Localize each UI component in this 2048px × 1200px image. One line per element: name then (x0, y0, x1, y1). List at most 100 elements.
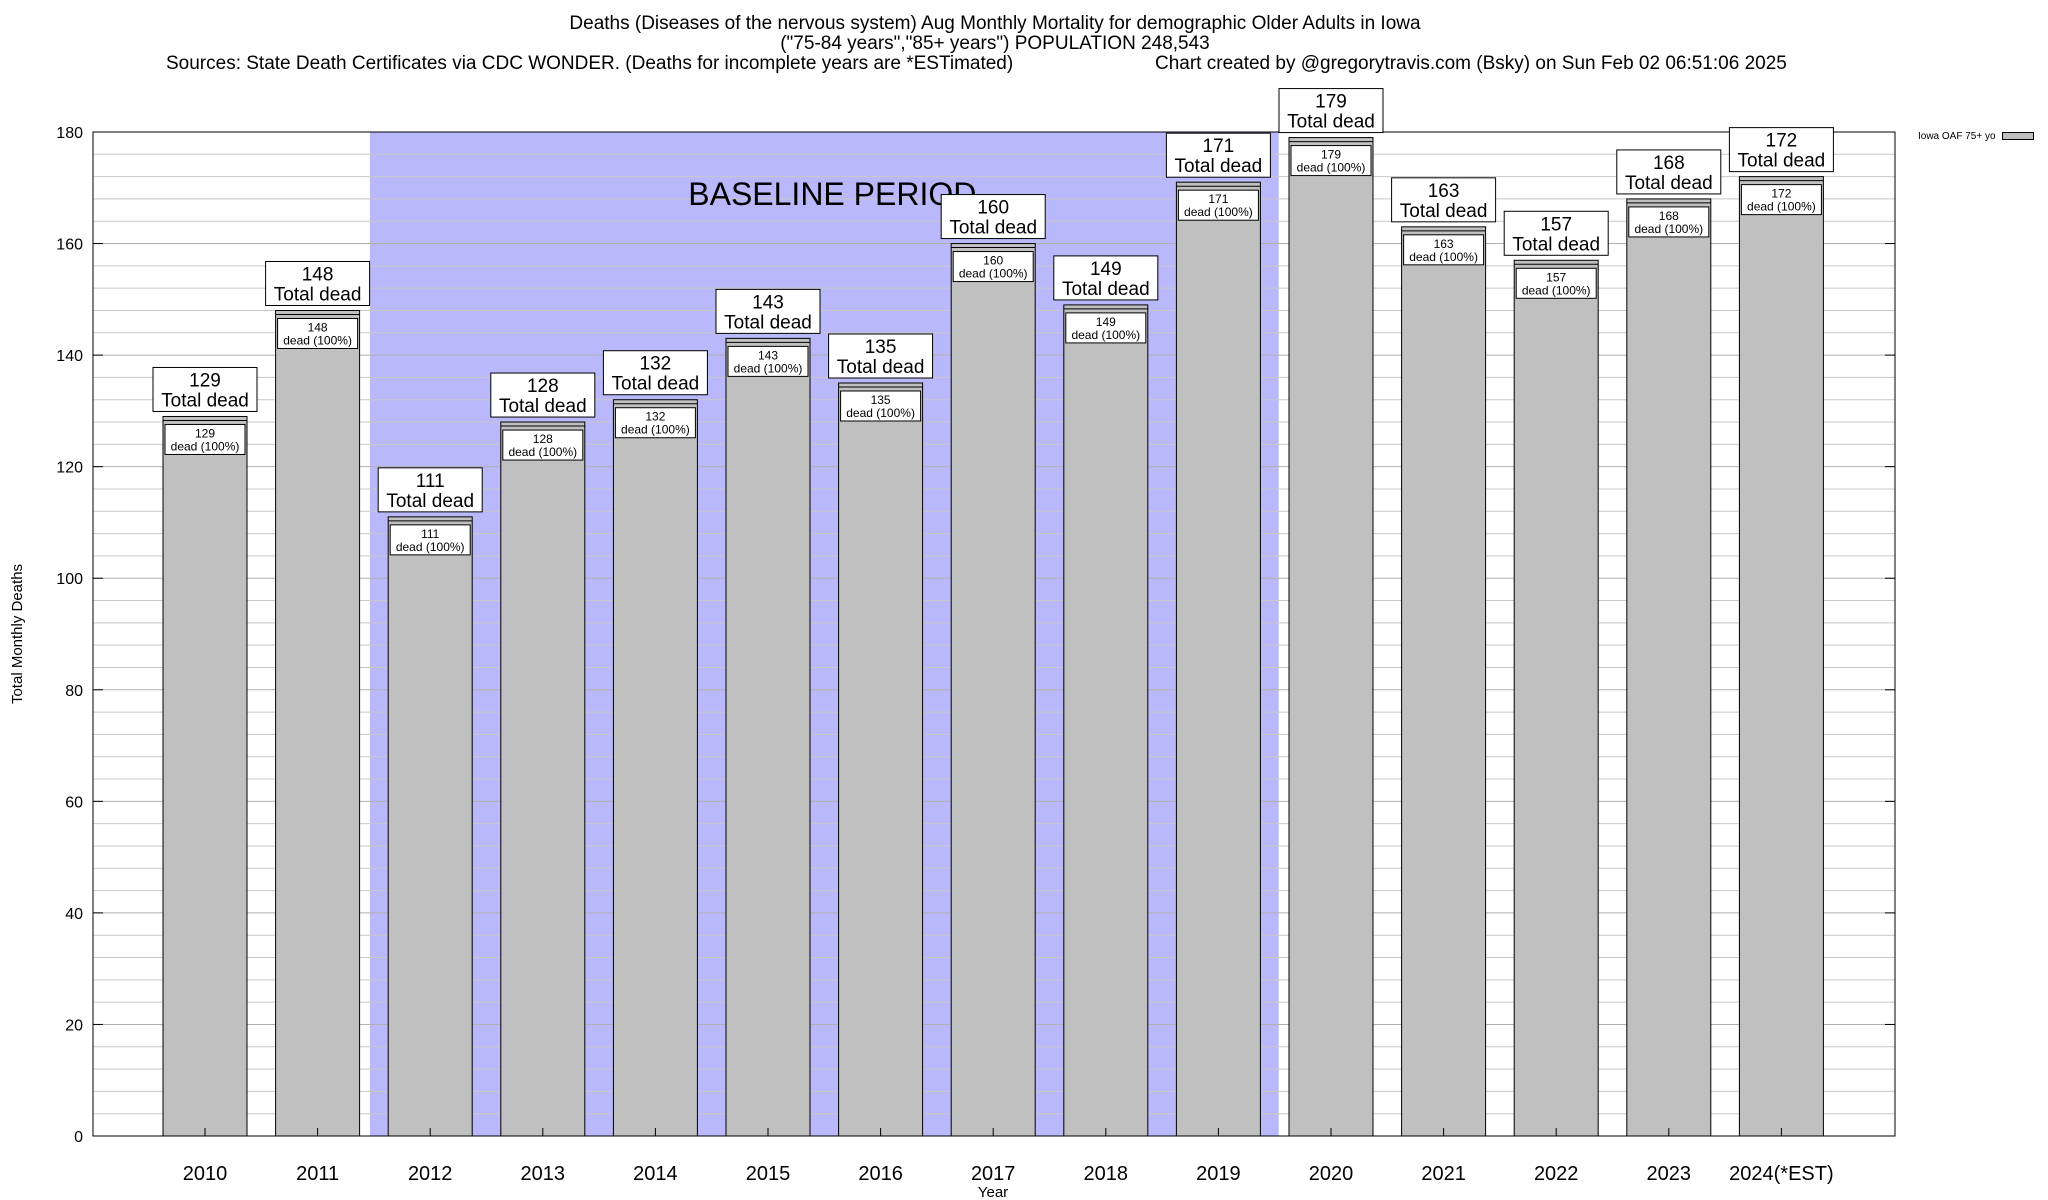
y-tick-label: 100 (56, 571, 83, 588)
bar-total-label: Total dead (1738, 151, 1826, 172)
legend-swatch (2001, 132, 2034, 141)
y-tick-label: 0 (74, 1129, 83, 1146)
bar (612, 399, 698, 1137)
x-tick-label: 2011 (296, 1163, 339, 1185)
bar-total-value: 172 (1766, 131, 1798, 152)
bar-inner-label: dead (100%) (1297, 161, 1366, 175)
x-tick-label: 2021 (1421, 1163, 1466, 1185)
x-tick-label: 2013 (521, 1163, 566, 1185)
y-tick-label: 180 (56, 125, 83, 142)
bar-inner-value: 149 (1096, 315, 1116, 329)
y-tick-label: 160 (56, 237, 83, 254)
bar-inner-label-box (840, 390, 922, 422)
bar-inner-label: dead (100%) (1634, 222, 1703, 236)
bar-total-label: Total dead (1625, 173, 1713, 194)
bar-inner-label-box (1403, 234, 1485, 266)
bar-inner-value: 168 (1659, 209, 1679, 223)
baseline-period-label: BASELINE PERIOD (688, 176, 976, 212)
bar-inner-label: dead (100%) (1409, 250, 1478, 264)
bar-total-label: Total dead (386, 491, 474, 512)
y-axis-title: Total Monthly Deaths (9, 564, 26, 704)
x-tick-label: 2023 (1647, 1163, 1692, 1185)
bar (275, 309, 361, 1137)
x-tick-label: 2019 (1196, 1163, 1241, 1185)
bar-inner-value: 128 (533, 432, 553, 446)
bar-total-label-box (1053, 255, 1159, 301)
x-tick-label: 2012 (408, 1163, 453, 1185)
x-tick-label: 2024(*EST) (1729, 1163, 1834, 1185)
bar (1401, 226, 1487, 1137)
bar-total-label: Total dead (949, 218, 1037, 239)
bar-total-value: 111 (416, 471, 445, 492)
bar-total-label-box (265, 260, 371, 306)
chart-title: Deaths (Diseases of the nervous system) … (569, 13, 1421, 34)
y-tick-label: 80 (65, 683, 83, 700)
bar-inner-value: 172 (1771, 187, 1791, 201)
y-tick-label: 60 (65, 794, 83, 811)
bar-total-label-box (377, 467, 483, 513)
bar-inner-label: dead (100%) (508, 445, 577, 459)
bar-total-label-box (1616, 149, 1722, 195)
bar-inner-label-box (1065, 312, 1147, 344)
legend: Iowa OAF 75+ yo (1918, 131, 2034, 143)
bar (1626, 198, 1712, 1137)
bar-inner-label: dead (100%) (283, 333, 352, 347)
bar-inner-value: 129 (195, 426, 215, 440)
bar-total-label: Total dead (1512, 234, 1600, 255)
bar-inner-label-box (1290, 145, 1372, 177)
bar-inner-label: dead (100%) (959, 267, 1028, 281)
bar-inner-label-box (1177, 189, 1259, 221)
bar-total-label-box (1391, 177, 1497, 223)
bar-inner-label-box (164, 423, 246, 455)
bar-total-value: 163 (1428, 181, 1460, 202)
bar (1175, 181, 1261, 1137)
sources-note: Sources: State Death Certificates via CD… (166, 53, 1014, 74)
legend-label: Iowa OAF 75+ yo (1918, 131, 1996, 142)
bar-total-label-box (1503, 210, 1609, 256)
x-tick-label: 2022 (1534, 1163, 1579, 1185)
x-tick-label: 2016 (858, 1163, 903, 1185)
bar-inner-label: dead (100%) (171, 439, 240, 453)
bar-total-value: 168 (1653, 153, 1685, 174)
bar-inner-label-box (502, 429, 584, 461)
bar-inner-label-box (952, 251, 1034, 283)
bar (1738, 176, 1824, 1137)
bar-inner-label-box (1740, 184, 1822, 216)
bar-total-value: 148 (302, 264, 334, 285)
bar (162, 415, 248, 1137)
bar-inner-value: 160 (983, 254, 1003, 268)
bar-total-label-box (828, 333, 934, 379)
bar-total-value: 179 (1315, 92, 1347, 113)
bar-total-label-box (715, 288, 821, 334)
bar (725, 337, 811, 1137)
bar-total-label: Total dead (612, 374, 700, 395)
bar (1513, 259, 1599, 1137)
bar-inner-value: 163 (1434, 237, 1454, 251)
bar (950, 243, 1036, 1137)
bar-inner-label-box (727, 345, 809, 377)
bar-inner-value: 171 (1208, 192, 1228, 206)
bar-inner-label: dead (100%) (396, 540, 465, 554)
x-tick-label: 2010 (183, 1163, 228, 1185)
bar-total-value: 171 (1203, 136, 1235, 157)
credit-note: Chart created by @gregorytravis.com (Bsk… (1155, 53, 1787, 74)
chart-subtitle: ("75-84 years","85+ years") POPULATION 2… (780, 33, 1210, 54)
bar (500, 421, 586, 1137)
bar-inner-label: dead (100%) (734, 361, 803, 375)
bar-total-value: 132 (640, 354, 672, 375)
bar-inner-label: dead (100%) (1522, 283, 1591, 297)
bar-total-label-box (940, 194, 1046, 240)
y-tick-label: 140 (56, 348, 83, 365)
bar-inner-label: dead (100%) (1184, 205, 1253, 219)
bar-total-label: Total dead (1175, 156, 1263, 177)
y-tick-label: 20 (65, 1017, 83, 1034)
x-tick-label: 2015 (746, 1163, 791, 1185)
bar-total-label-box (152, 366, 258, 412)
bar-inner-label: dead (100%) (621, 423, 690, 437)
bar-total-value: 149 (1090, 259, 1122, 280)
bar-inner-label: dead (100%) (1071, 328, 1140, 342)
bar-total-label-box (1278, 88, 1384, 134)
bar-inner-label: dead (100%) (1747, 200, 1816, 214)
x-axis-title: Year (978, 1184, 1008, 1200)
